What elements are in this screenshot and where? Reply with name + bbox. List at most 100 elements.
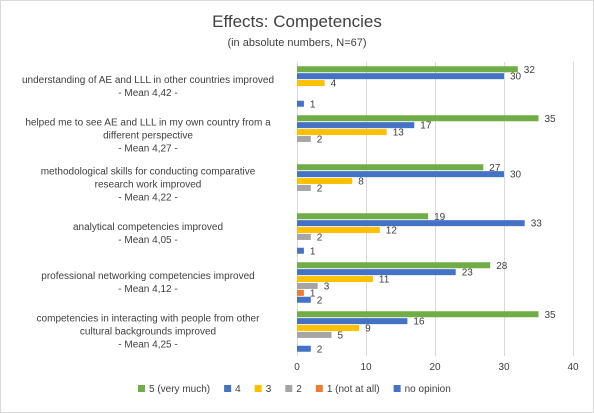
legend-label: 3	[266, 384, 272, 395]
data-label: 35	[545, 310, 557, 321]
bar	[297, 227, 380, 234]
data-label: 3	[324, 281, 330, 292]
x-tick-label: 30	[498, 362, 510, 373]
data-label: 33	[531, 219, 543, 230]
bar	[297, 73, 504, 80]
legend-swatch	[138, 385, 145, 392]
data-label: 11	[379, 275, 390, 286]
data-label: 30	[510, 72, 522, 83]
legend-label: no opinion	[405, 384, 451, 395]
category-label: understanding of AE and LLL in other cou…	[22, 75, 274, 99]
category-label-line: research work improved	[95, 180, 202, 191]
data-label: 23	[462, 268, 474, 279]
data-label: 16	[413, 317, 425, 328]
legend-swatch	[393, 385, 401, 392]
data-label: 30	[510, 170, 522, 181]
chart-title: Effects: Competencies	[212, 12, 382, 31]
bar	[297, 164, 484, 171]
data-label: 2	[317, 295, 323, 306]
category-label-line: - Mean 4,42 -	[118, 88, 177, 99]
bar	[297, 282, 318, 289]
data-label: 35	[545, 114, 557, 125]
category-label-line: helped me to see AE and LLL in my own co…	[25, 118, 271, 129]
data-label: 19	[434, 212, 446, 223]
data-label: 27	[489, 163, 501, 174]
category-label-line: competencies in interacting with people …	[37, 314, 261, 325]
bar	[297, 80, 325, 87]
data-label: 2	[317, 183, 323, 194]
legend-label: 2	[296, 384, 302, 395]
category-label-line: - Mean 4,27 -	[118, 144, 177, 155]
bars	[297, 66, 539, 352]
data-label: 13	[393, 128, 405, 139]
chart-subtitle: (in absolute numbers, N=67)	[227, 37, 366, 49]
data-label: 8	[358, 177, 364, 188]
category-label-line: cultural backgrounds improved	[80, 327, 216, 338]
legend-swatch	[285, 385, 293, 392]
data-label: 12	[386, 226, 398, 237]
x-tick-label: 10	[360, 362, 372, 373]
category-label: competencies in interacting with people …	[37, 314, 261, 351]
bar	[297, 66, 518, 73]
bar	[297, 220, 525, 227]
bar	[297, 331, 332, 338]
data-label: 1	[310, 246, 316, 257]
data-label: 2	[317, 134, 323, 145]
category-labels: understanding of AE and LLL in other cou…	[22, 75, 274, 351]
category-label: methodological skills for conducting com…	[41, 167, 256, 204]
bar	[297, 269, 456, 276]
bar	[297, 213, 429, 220]
bar	[297, 325, 360, 332]
legend-label: 5 (very much)	[149, 384, 210, 395]
bar	[297, 296, 311, 303]
data-label: 5	[338, 330, 344, 341]
gridlines	[297, 62, 574, 356]
x-tick-label: 40	[567, 362, 579, 373]
bar	[297, 345, 311, 352]
bar	[297, 233, 311, 240]
bar	[297, 135, 311, 142]
category-label-line: - Mean 4,25 -	[118, 340, 177, 351]
bar	[297, 318, 408, 325]
x-tick-labels: 0 10 20 30 40	[294, 362, 579, 373]
bar	[297, 184, 311, 191]
category-label: helped me to see AE and LLL in my own co…	[25, 118, 271, 155]
bar	[297, 171, 504, 178]
legend-swatch	[224, 385, 232, 392]
category-label: analytical competencies improved - Mean 4…	[73, 222, 223, 246]
category-label-line: - Mean 4,12 -	[118, 284, 177, 295]
legend: 5 (very much) 4 3 2 1 (not at all) no opinion	[138, 384, 451, 395]
data-label: 4	[331, 79, 337, 90]
category-label-line: analytical competencies improved	[73, 222, 223, 233]
category-label-line: methodological skills for conducting com…	[41, 167, 256, 178]
legend-swatch	[315, 385, 323, 392]
data-label: 17	[420, 121, 432, 132]
data-label: 2	[317, 232, 323, 243]
bar	[297, 289, 304, 296]
data-label: 1	[310, 99, 316, 110]
bar	[297, 311, 539, 318]
category-label-line: professional networking competencies imp…	[41, 271, 254, 282]
data-label: 28	[496, 261, 508, 272]
data-label: 2	[317, 344, 323, 355]
bar	[297, 122, 415, 129]
x-tick-label: 0	[294, 362, 300, 373]
x-tick-label: 20	[429, 362, 441, 373]
legend-label: 4	[235, 384, 241, 395]
bar	[297, 100, 304, 107]
data-labels: 3230413517132273082193312212823113123516…	[310, 65, 556, 356]
category-label-line: understanding of AE and LLL in other cou…	[22, 75, 274, 86]
bar	[297, 178, 353, 185]
category-label-line: - Mean 4,22 -	[118, 193, 177, 204]
data-label: 1	[310, 288, 316, 299]
legend-swatch	[254, 385, 262, 392]
category-label-line: different perspective	[103, 131, 193, 142]
data-label: 32	[524, 65, 536, 76]
bar	[297, 129, 387, 136]
category-label-line: - Mean 4,05 -	[118, 235, 177, 246]
bar	[297, 262, 491, 269]
legend-label: 1 (not at all)	[327, 384, 380, 395]
data-label: 9	[365, 324, 371, 335]
